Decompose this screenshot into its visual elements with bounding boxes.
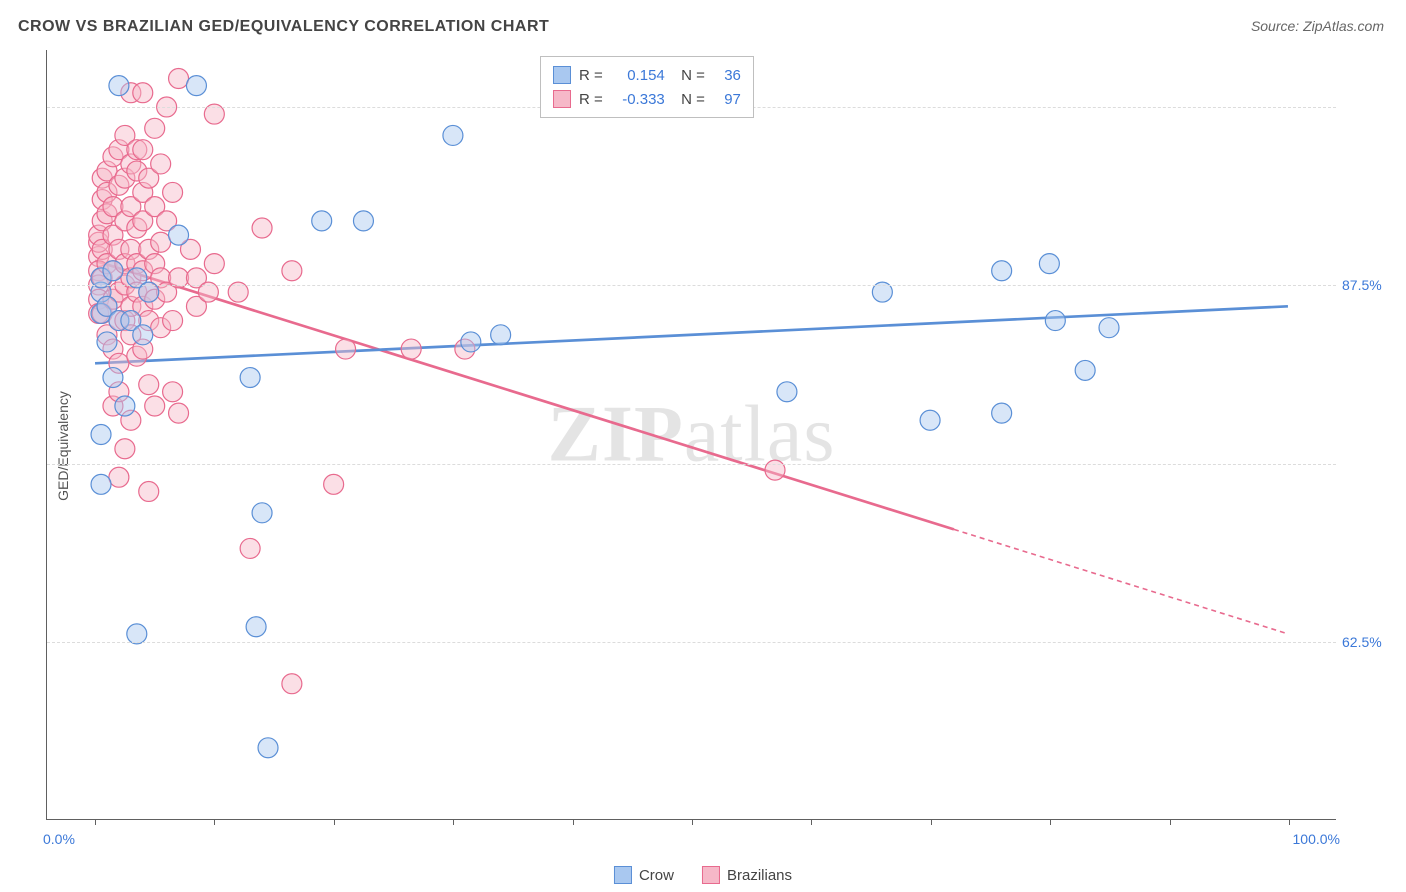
point-crow <box>1075 360 1095 380</box>
y-tick-label: 62.5% <box>1342 634 1398 650</box>
point-crow <box>312 211 332 231</box>
point-crow <box>103 368 123 388</box>
point-crow <box>461 332 481 352</box>
point-brazilians <box>109 467 129 487</box>
x-tick-label: 100.0% <box>1293 831 1340 847</box>
x-tick <box>1289 819 1290 825</box>
r-label: R = <box>579 91 603 108</box>
point-brazilians <box>282 261 302 281</box>
point-crow <box>91 425 111 445</box>
point-crow <box>1099 318 1119 338</box>
point-crow <box>1045 311 1065 331</box>
point-crow <box>115 396 135 416</box>
point-brazilians <box>240 538 260 558</box>
point-crow <box>992 403 1012 423</box>
point-crow <box>133 325 153 345</box>
swatch-crow <box>553 66 571 84</box>
x-tick <box>1050 819 1051 825</box>
point-brazilians <box>163 182 183 202</box>
n-value-brazilians: 97 <box>713 91 741 108</box>
point-crow <box>443 125 463 145</box>
x-tick <box>214 819 215 825</box>
r-label: R = <box>579 67 603 84</box>
legend-item-brazilians: Brazilians <box>702 866 792 884</box>
legend-item-crow: Crow <box>614 866 674 884</box>
point-brazilians <box>133 83 153 103</box>
n-value-crow: 36 <box>713 67 741 84</box>
point-brazilians <box>151 154 171 174</box>
point-brazilians <box>252 218 272 238</box>
point-crow <box>258 738 278 758</box>
point-crow <box>109 76 129 96</box>
point-brazilians <box>139 481 159 501</box>
x-tick <box>1170 819 1171 825</box>
n-label: N = <box>673 67 705 84</box>
n-label: N = <box>673 91 705 108</box>
point-crow <box>97 332 117 352</box>
point-brazilians <box>145 118 165 138</box>
point-crow <box>240 368 260 388</box>
legend-row-crow: R = 0.154 N = 36 <box>553 63 741 87</box>
y-tick-label: 87.5% <box>1342 277 1398 293</box>
point-brazilians <box>139 375 159 395</box>
gridline <box>47 642 1336 643</box>
x-tick <box>334 819 335 825</box>
x-tick <box>692 819 693 825</box>
legend-label-crow: Crow <box>639 867 674 884</box>
chart-title: CROW VS BRAZILIAN GED/EQUIVALENCY CORREL… <box>18 18 549 36</box>
r-value-crow: 0.154 <box>611 67 665 84</box>
point-crow <box>992 261 1012 281</box>
gridline <box>47 285 1336 286</box>
point-crow <box>246 617 266 637</box>
x-tick <box>453 819 454 825</box>
point-brazilians <box>163 311 183 331</box>
point-brazilians <box>169 403 189 423</box>
legend-row-brazilians: R = -0.333 N = 97 <box>553 87 741 111</box>
chart-svg <box>47 50 1336 819</box>
point-crow <box>920 410 940 430</box>
trendline-brazilians <box>95 261 954 530</box>
point-crow <box>169 225 189 245</box>
point-brazilians <box>145 396 165 416</box>
point-crow <box>252 503 272 523</box>
point-brazilians <box>133 140 153 160</box>
swatch-brazilians <box>553 90 571 108</box>
x-tick <box>573 819 574 825</box>
point-brazilians <box>169 68 189 88</box>
point-crow <box>186 76 206 96</box>
point-brazilians <box>204 254 224 274</box>
point-brazilians <box>282 674 302 694</box>
r-value-brazilians: -0.333 <box>611 91 665 108</box>
point-brazilians <box>324 474 344 494</box>
legend-label-brazilians: Brazilians <box>727 867 792 884</box>
gridline <box>47 464 1336 465</box>
point-brazilians <box>115 439 135 459</box>
point-crow <box>491 325 511 345</box>
swatch-crow <box>614 866 632 884</box>
point-brazilians <box>151 232 171 252</box>
source-label: Source: ZipAtlas.com <box>1251 18 1384 34</box>
plot-area: ZIPatlas 62.5%87.5%0.0%100.0% <box>46 50 1336 820</box>
trendline-extrapolated-brazilians <box>954 529 1288 633</box>
x-tick-label: 0.0% <box>43 831 75 847</box>
x-tick <box>931 819 932 825</box>
point-crow <box>91 474 111 494</box>
series-legend: Crow Brazilians <box>614 866 792 884</box>
point-brazilians <box>336 339 356 359</box>
x-tick <box>95 819 96 825</box>
point-crow <box>353 211 373 231</box>
x-tick <box>811 819 812 825</box>
point-crow <box>777 382 797 402</box>
point-crow <box>1039 254 1059 274</box>
swatch-brazilians <box>702 866 720 884</box>
point-crow <box>103 261 123 281</box>
correlation-legend: R = 0.154 N = 36 R = -0.333 N = 97 <box>540 56 754 118</box>
point-brazilians <box>401 339 421 359</box>
point-brazilians <box>163 382 183 402</box>
